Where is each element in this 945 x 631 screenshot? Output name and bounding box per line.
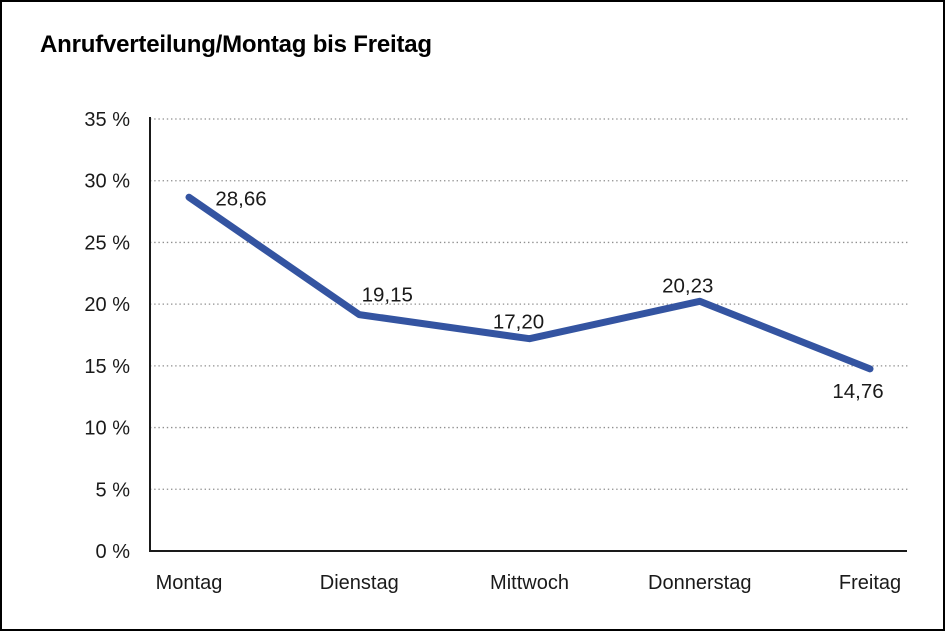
data-point-label: 28,66 [215,187,266,210]
y-axis-tick-label: 15 % [84,356,130,378]
y-axis-tick-label: 25 % [84,232,130,254]
data-point-label: 17,20 [493,311,544,334]
y-axis-tick-label: 35 % [84,109,130,131]
x-axis-tick-label: Freitag [839,572,901,594]
x-axis-tick-label: Mittwoch [490,572,569,594]
y-axis-tick-label: 5 % [96,479,131,501]
chart-title: Anrufverteilung/Montag bis Freitag [40,31,432,58]
x-axis-tick-label: Montag [156,572,223,594]
y-axis-tick-label: 0 % [96,541,131,563]
data-series-line [185,193,874,373]
y-axis-tick-label: 30 % [84,171,130,193]
x-axis-tick-label: Dienstag [320,572,399,594]
data-point-label: 14,76 [832,380,883,403]
y-axis-tick-label: 20 % [84,294,130,316]
y-axis-tick-label: 10 % [84,418,130,440]
x-axis-tick-label: Donnerstag [648,572,751,594]
data-point-label: 19,15 [362,284,413,307]
data-point-label: 20,23 [662,274,713,297]
